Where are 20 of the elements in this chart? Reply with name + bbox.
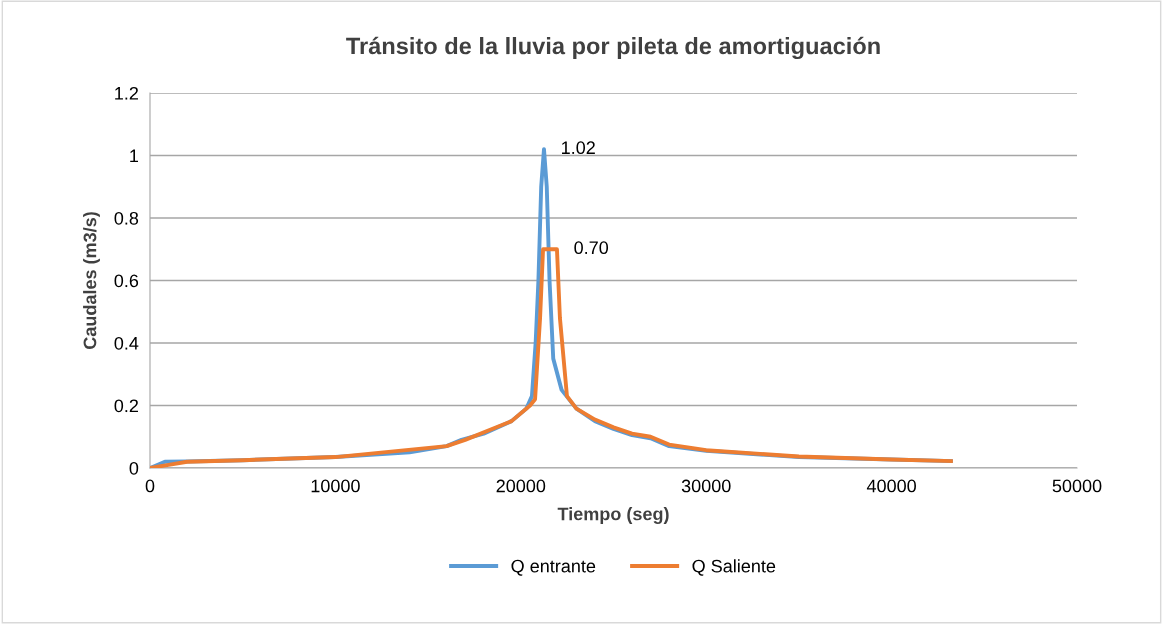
- chart-title: Tránsito de la lluvia por pileta de amortiguación: [346, 36, 880, 60]
- y-tick-label: 0.6: [114, 274, 139, 288]
- x-tick-label: 40000: [866, 479, 916, 493]
- x-axis-title: Tiempo (seg): [557, 507, 669, 524]
- legend-label: Q Saliente: [692, 559, 776, 576]
- y-tick-label: 1: [130, 149, 139, 163]
- y-tick-label: 1.2: [115, 86, 138, 100]
- y-tick-label: 0.2: [114, 399, 138, 413]
- x-tick-label: 20000: [496, 479, 546, 493]
- x-tick-label: 0: [145, 479, 155, 493]
- x-tick-label: 10000: [311, 479, 360, 493]
- y-tick-label: 0.4: [114, 336, 139, 350]
- y-tick-label: 0.8: [114, 211, 139, 225]
- legend-label: Q entrante: [511, 559, 596, 576]
- x-tick-label: 30000: [681, 479, 731, 493]
- y-axis-title: Caudales (m3/s): [83, 212, 100, 349]
- annotation: 1.02: [562, 141, 595, 155]
- y-tick-label: 0: [129, 461, 139, 475]
- x-tick-label: 50000: [1052, 479, 1102, 493]
- annotation: 0.70: [574, 241, 609, 255]
